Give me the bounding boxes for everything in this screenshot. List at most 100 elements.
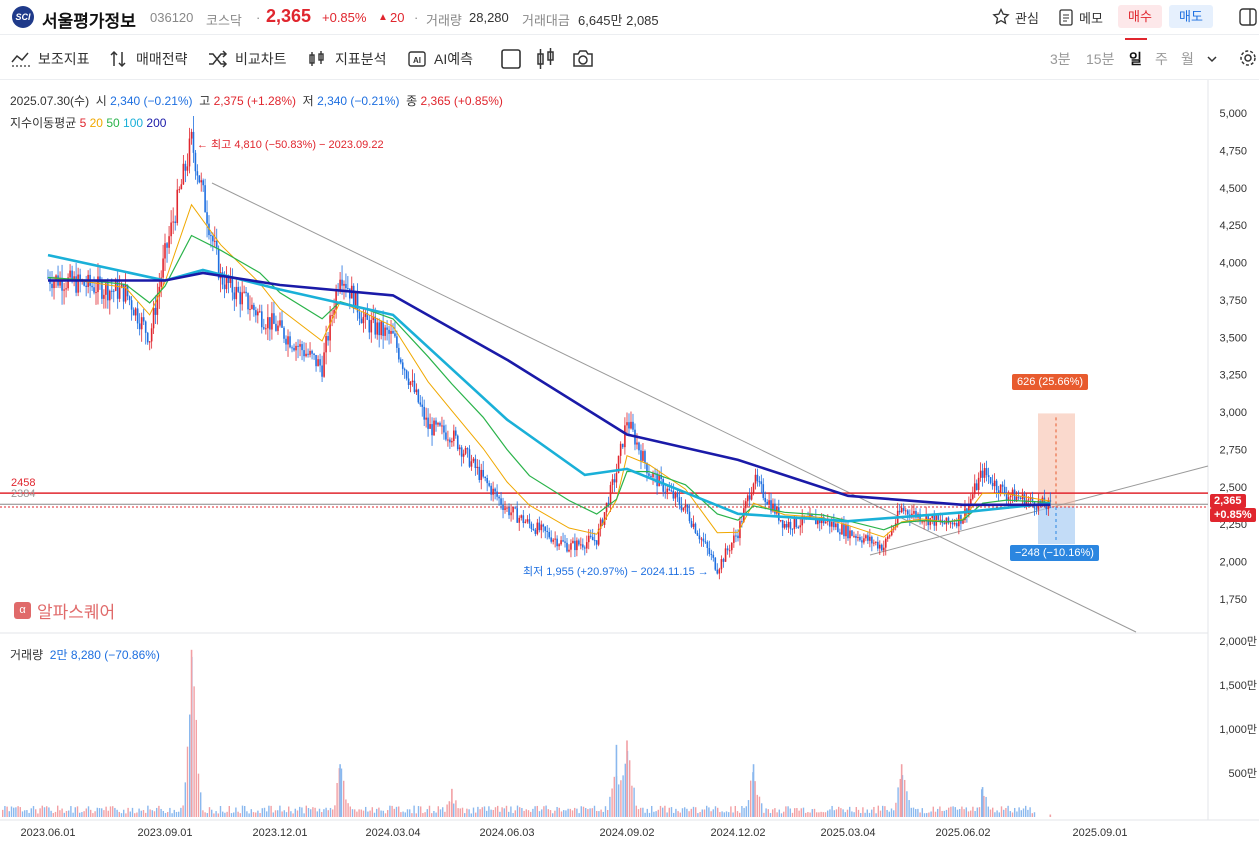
buy-button[interactable]: 매수 [1118,5,1162,28]
candle-body [698,535,701,540]
volume-bar [948,807,950,817]
y-axis-tick: 1,750 [1219,594,1247,606]
candle-body [327,336,329,341]
volume-peak-bar [451,788,453,817]
close-value: 2,365 (+0.85%) [420,94,503,108]
volume-bar [989,809,992,817]
volume-bar [59,810,61,817]
volume-bar [1027,809,1029,817]
volume-bar [391,805,393,817]
volume-bar [613,776,615,817]
volume-bar [250,809,252,817]
compare-tool[interactable]: 비교차트 [207,48,287,70]
trendline-down [211,182,1137,633]
volume-bar [180,807,182,817]
ma-legend[interactable]: 지수이동평균 5 20 50 100 200 [10,114,166,131]
volume-bar [384,813,387,817]
volume-bar [868,812,871,817]
volume-bar [783,811,785,817]
volume-bar [70,806,72,817]
candle-body [128,296,131,301]
candle-body [839,532,841,535]
candle-body [204,185,206,213]
ai-forecast-tool[interactable]: AI AI예측 [406,48,473,70]
candle-body [787,521,790,528]
candle-body [443,425,445,433]
gear-icon[interactable] [1238,48,1258,68]
panel-toggle-icon[interactable] [1238,7,1258,27]
candle-body [196,171,199,176]
candle-body [190,131,193,139]
volume-bar [772,809,774,817]
volume-bar [255,812,257,817]
volume-bar [246,811,248,817]
candle-body [241,292,243,305]
strategy-tool[interactable]: 매매전략 [108,48,188,70]
volume-bar [664,805,666,817]
watchlist-button[interactable]: 관심 [992,5,1039,29]
candle-body [333,309,335,316]
candle-body [258,311,261,313]
volume-bar [967,811,970,817]
volume-bar [54,811,57,817]
volume-bar [882,805,884,817]
candlestick-icon[interactable] [535,47,557,71]
candle-body [221,272,224,285]
candle-body [120,284,123,288]
period-month[interactable]: 월 [1181,51,1194,67]
indicator-tool[interactable]: 보조지표 [10,48,90,70]
volume-bar [835,809,838,817]
candle-body [811,514,813,517]
volume-bar [644,812,646,817]
volume-bar [743,807,745,817]
candle-body [733,535,735,543]
volume-bar [362,810,365,817]
change-amount: 20 [390,10,405,25]
volume-bar [725,811,728,817]
candle-body [271,313,273,330]
camera-icon[interactable] [571,48,595,70]
candle-body [478,466,481,480]
volume-bar [314,807,316,817]
candle-body [977,477,980,490]
volume-bar [963,809,965,817]
volume-bar [274,810,277,817]
period-15min[interactable]: 15분 [1086,51,1115,67]
period-3min[interactable]: 3분 [1050,51,1071,67]
volume-bar [120,813,123,817]
volume-bar [26,810,28,817]
volume-bar [305,805,307,817]
target-down-box: −248 (−10.16%) [1010,545,1099,561]
x-axis-tick: 2023.09.01 [137,827,192,839]
candle-body [97,276,99,293]
candle-body [692,523,695,527]
chevron-down-icon[interactable] [1205,52,1219,66]
volume-bar [688,811,690,817]
candle-body [311,350,313,354]
volume-bar [6,806,8,817]
candle-body [413,380,416,393]
volume-bar [912,807,915,817]
period-day[interactable]: 일 [1129,51,1142,67]
candle-body [1005,493,1008,500]
low-annotation: 최저 1,955 (+20.97%) − 2024.11.15 → [523,566,709,578]
period-week[interactable]: 주 [1155,51,1168,67]
candle-body [67,277,69,289]
square-icon[interactable] [500,48,522,70]
stock-name[interactable]: 서울평가정보 [42,12,136,31]
candle-body [943,523,946,525]
hline-label-1: 2458 [11,477,36,489]
volume-bar [576,808,578,817]
candle-body [931,515,934,519]
candle-body [904,510,907,512]
sell-button[interactable]: 매도 [1169,5,1213,28]
analysis-tool[interactable]: 지표분석 [307,48,387,70]
change-percent: +0.85% [322,10,367,25]
memo-button[interactable]: 메모 [1058,5,1103,29]
volume-bar [318,808,321,817]
candle-body [506,507,508,509]
volume-bar [1009,811,1011,817]
volume-bar [697,813,699,817]
volume-bar [710,811,712,817]
